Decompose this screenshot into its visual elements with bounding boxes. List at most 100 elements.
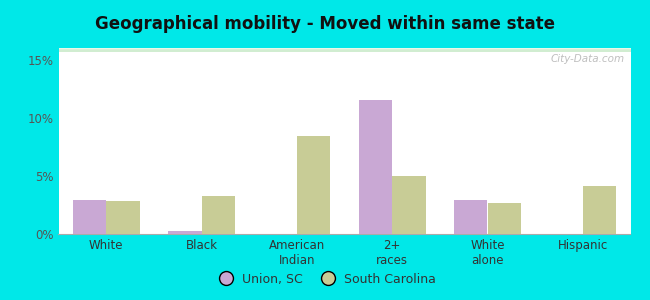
Bar bbox=[58, 50, 630, 52]
Bar bbox=[58, 48, 630, 50]
Bar bbox=[58, 49, 630, 51]
Bar bbox=[58, 50, 630, 52]
Bar bbox=[297, 136, 330, 234]
Bar bbox=[58, 49, 630, 51]
Bar bbox=[73, 200, 106, 234]
Bar bbox=[58, 49, 630, 51]
Bar bbox=[58, 48, 630, 50]
Bar bbox=[58, 49, 630, 51]
Bar bbox=[58, 50, 630, 51]
Bar bbox=[58, 50, 630, 52]
Bar bbox=[58, 49, 630, 51]
Bar bbox=[58, 50, 630, 52]
Bar bbox=[58, 48, 630, 50]
Bar bbox=[58, 50, 630, 52]
Bar bbox=[58, 50, 630, 52]
Bar bbox=[58, 49, 630, 50]
Bar bbox=[58, 49, 630, 50]
Bar bbox=[58, 50, 630, 51]
Bar bbox=[58, 48, 630, 50]
Bar bbox=[58, 48, 630, 50]
Bar bbox=[488, 202, 521, 234]
Bar bbox=[58, 50, 630, 52]
Bar bbox=[58, 49, 630, 51]
Bar bbox=[58, 49, 630, 51]
Bar bbox=[58, 50, 630, 51]
Bar bbox=[58, 49, 630, 50]
Bar bbox=[58, 49, 630, 51]
Bar bbox=[583, 186, 616, 234]
Bar bbox=[58, 49, 630, 51]
Bar bbox=[58, 50, 630, 52]
Bar bbox=[58, 50, 630, 51]
Bar bbox=[58, 49, 630, 51]
Bar bbox=[58, 49, 630, 51]
Bar bbox=[58, 49, 630, 51]
Bar bbox=[58, 49, 630, 51]
Bar bbox=[58, 49, 630, 51]
Bar bbox=[58, 50, 630, 51]
Bar bbox=[58, 49, 630, 50]
Bar bbox=[58, 49, 630, 50]
Bar bbox=[58, 50, 630, 51]
Bar bbox=[58, 49, 630, 50]
Bar bbox=[58, 49, 630, 50]
Bar bbox=[58, 49, 630, 51]
Bar bbox=[58, 49, 630, 51]
Text: Geographical mobility - Moved within same state: Geographical mobility - Moved within sam… bbox=[95, 15, 555, 33]
Bar bbox=[392, 176, 426, 234]
Bar bbox=[58, 49, 630, 50]
Bar bbox=[58, 49, 630, 51]
Bar bbox=[58, 48, 630, 50]
Bar bbox=[58, 48, 630, 50]
Bar bbox=[58, 49, 630, 50]
Bar bbox=[58, 49, 630, 51]
Bar bbox=[58, 49, 630, 51]
Bar bbox=[58, 50, 630, 51]
Bar bbox=[58, 48, 630, 50]
Bar bbox=[58, 49, 630, 50]
Bar bbox=[58, 48, 630, 50]
Bar bbox=[58, 49, 630, 51]
Bar bbox=[58, 50, 630, 51]
Bar bbox=[58, 48, 630, 50]
Bar bbox=[58, 49, 630, 51]
Bar bbox=[58, 48, 630, 50]
Bar bbox=[454, 200, 488, 234]
Bar bbox=[58, 49, 630, 51]
Bar bbox=[58, 49, 630, 51]
Bar bbox=[58, 48, 630, 50]
Bar bbox=[58, 50, 630, 52]
Bar bbox=[58, 50, 630, 51]
Bar bbox=[58, 49, 630, 51]
Bar bbox=[58, 48, 630, 50]
Bar bbox=[58, 48, 630, 50]
Bar bbox=[58, 48, 630, 50]
Bar bbox=[58, 49, 630, 51]
Bar bbox=[58, 49, 630, 51]
Bar bbox=[168, 230, 202, 234]
Bar bbox=[58, 50, 630, 52]
Bar bbox=[58, 48, 630, 50]
Bar bbox=[58, 50, 630, 51]
Bar bbox=[58, 49, 630, 51]
Bar bbox=[58, 49, 630, 51]
Bar bbox=[58, 48, 630, 50]
Bar bbox=[58, 48, 630, 50]
Bar bbox=[58, 49, 630, 51]
Bar bbox=[58, 48, 630, 50]
Bar bbox=[58, 49, 630, 51]
Bar bbox=[58, 48, 630, 50]
Bar bbox=[58, 50, 630, 52]
Legend: Union, SC, South Carolina: Union, SC, South Carolina bbox=[209, 268, 441, 291]
Bar bbox=[58, 49, 630, 50]
Bar bbox=[58, 49, 630, 51]
Bar bbox=[58, 48, 630, 50]
Bar bbox=[58, 49, 630, 51]
Bar bbox=[106, 202, 140, 234]
Text: City-Data.com: City-Data.com bbox=[551, 54, 625, 64]
Bar bbox=[58, 50, 630, 52]
Bar bbox=[58, 48, 630, 50]
Bar bbox=[58, 49, 630, 51]
Bar bbox=[58, 49, 630, 51]
